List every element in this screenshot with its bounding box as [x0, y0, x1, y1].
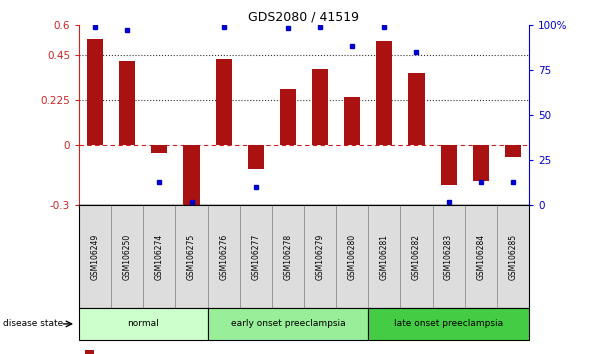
Text: GSM106280: GSM106280	[348, 234, 357, 280]
Text: GSM106250: GSM106250	[123, 234, 132, 280]
Bar	[344, 97, 360, 145]
Text: disease state: disease state	[3, 319, 63, 329]
Bar	[248, 145, 264, 169]
Bar	[473, 145, 489, 181]
Bar	[280, 89, 296, 145]
Text: GSM106284: GSM106284	[476, 234, 485, 280]
Text: GSM106249: GSM106249	[91, 234, 100, 280]
Text: late onset preeclampsia: late onset preeclampsia	[394, 319, 503, 329]
Bar	[441, 145, 457, 185]
Text: GSM106274: GSM106274	[155, 234, 164, 280]
Text: GSM106281: GSM106281	[380, 234, 389, 280]
Bar	[312, 69, 328, 145]
Bar	[505, 145, 521, 157]
Title: GDS2080 / 41519: GDS2080 / 41519	[249, 11, 359, 24]
Text: GSM106275: GSM106275	[187, 234, 196, 280]
Text: GSM106279: GSM106279	[316, 234, 325, 280]
Bar	[151, 145, 167, 153]
Text: GSM106283: GSM106283	[444, 234, 453, 280]
Text: normal: normal	[128, 319, 159, 329]
Text: GSM106277: GSM106277	[251, 234, 260, 280]
Text: GSM106276: GSM106276	[219, 234, 228, 280]
Bar	[409, 73, 424, 145]
Bar	[87, 39, 103, 145]
Bar	[119, 61, 135, 145]
Text: GSM106278: GSM106278	[283, 234, 292, 280]
Bar	[216, 59, 232, 145]
Text: GSM106282: GSM106282	[412, 234, 421, 280]
Bar	[184, 145, 199, 209]
Bar	[376, 41, 392, 145]
Text: GSM106285: GSM106285	[508, 234, 517, 280]
Text: early onset preeclampsia: early onset preeclampsia	[230, 319, 345, 329]
